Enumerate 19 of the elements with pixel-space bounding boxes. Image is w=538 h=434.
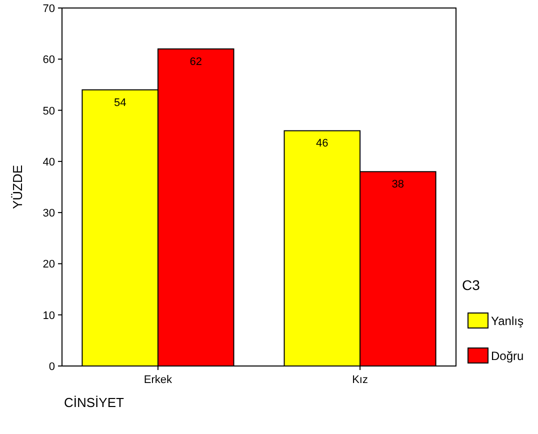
x-axis-title: CİNSİYET	[64, 395, 124, 410]
data-label: 54	[114, 96, 126, 109]
y-tick-label: 20	[42, 258, 55, 271]
y-tick-label: 50	[42, 105, 55, 118]
legend-label: Yanlış	[491, 314, 524, 328]
y-tick-label: 10	[42, 310, 55, 322]
y-tick-label: 0	[48, 361, 55, 373]
data-label: 62	[190, 56, 202, 68]
x-tick-label: Erkek	[144, 374, 173, 386]
y-tick-label: 30	[42, 208, 55, 220]
y-tick-label: 40	[42, 156, 55, 168]
y-axis-title: YÜZDE	[10, 164, 25, 210]
legend-label: Doğru	[491, 349, 524, 363]
y-tick-label: 60	[42, 54, 55, 66]
data-label: 38	[392, 178, 404, 191]
data-label: 46	[316, 138, 328, 150]
legend-title: C3	[462, 277, 480, 293]
x-tick-label: Kız	[352, 374, 368, 386]
y-tick-label: 70	[42, 3, 55, 15]
